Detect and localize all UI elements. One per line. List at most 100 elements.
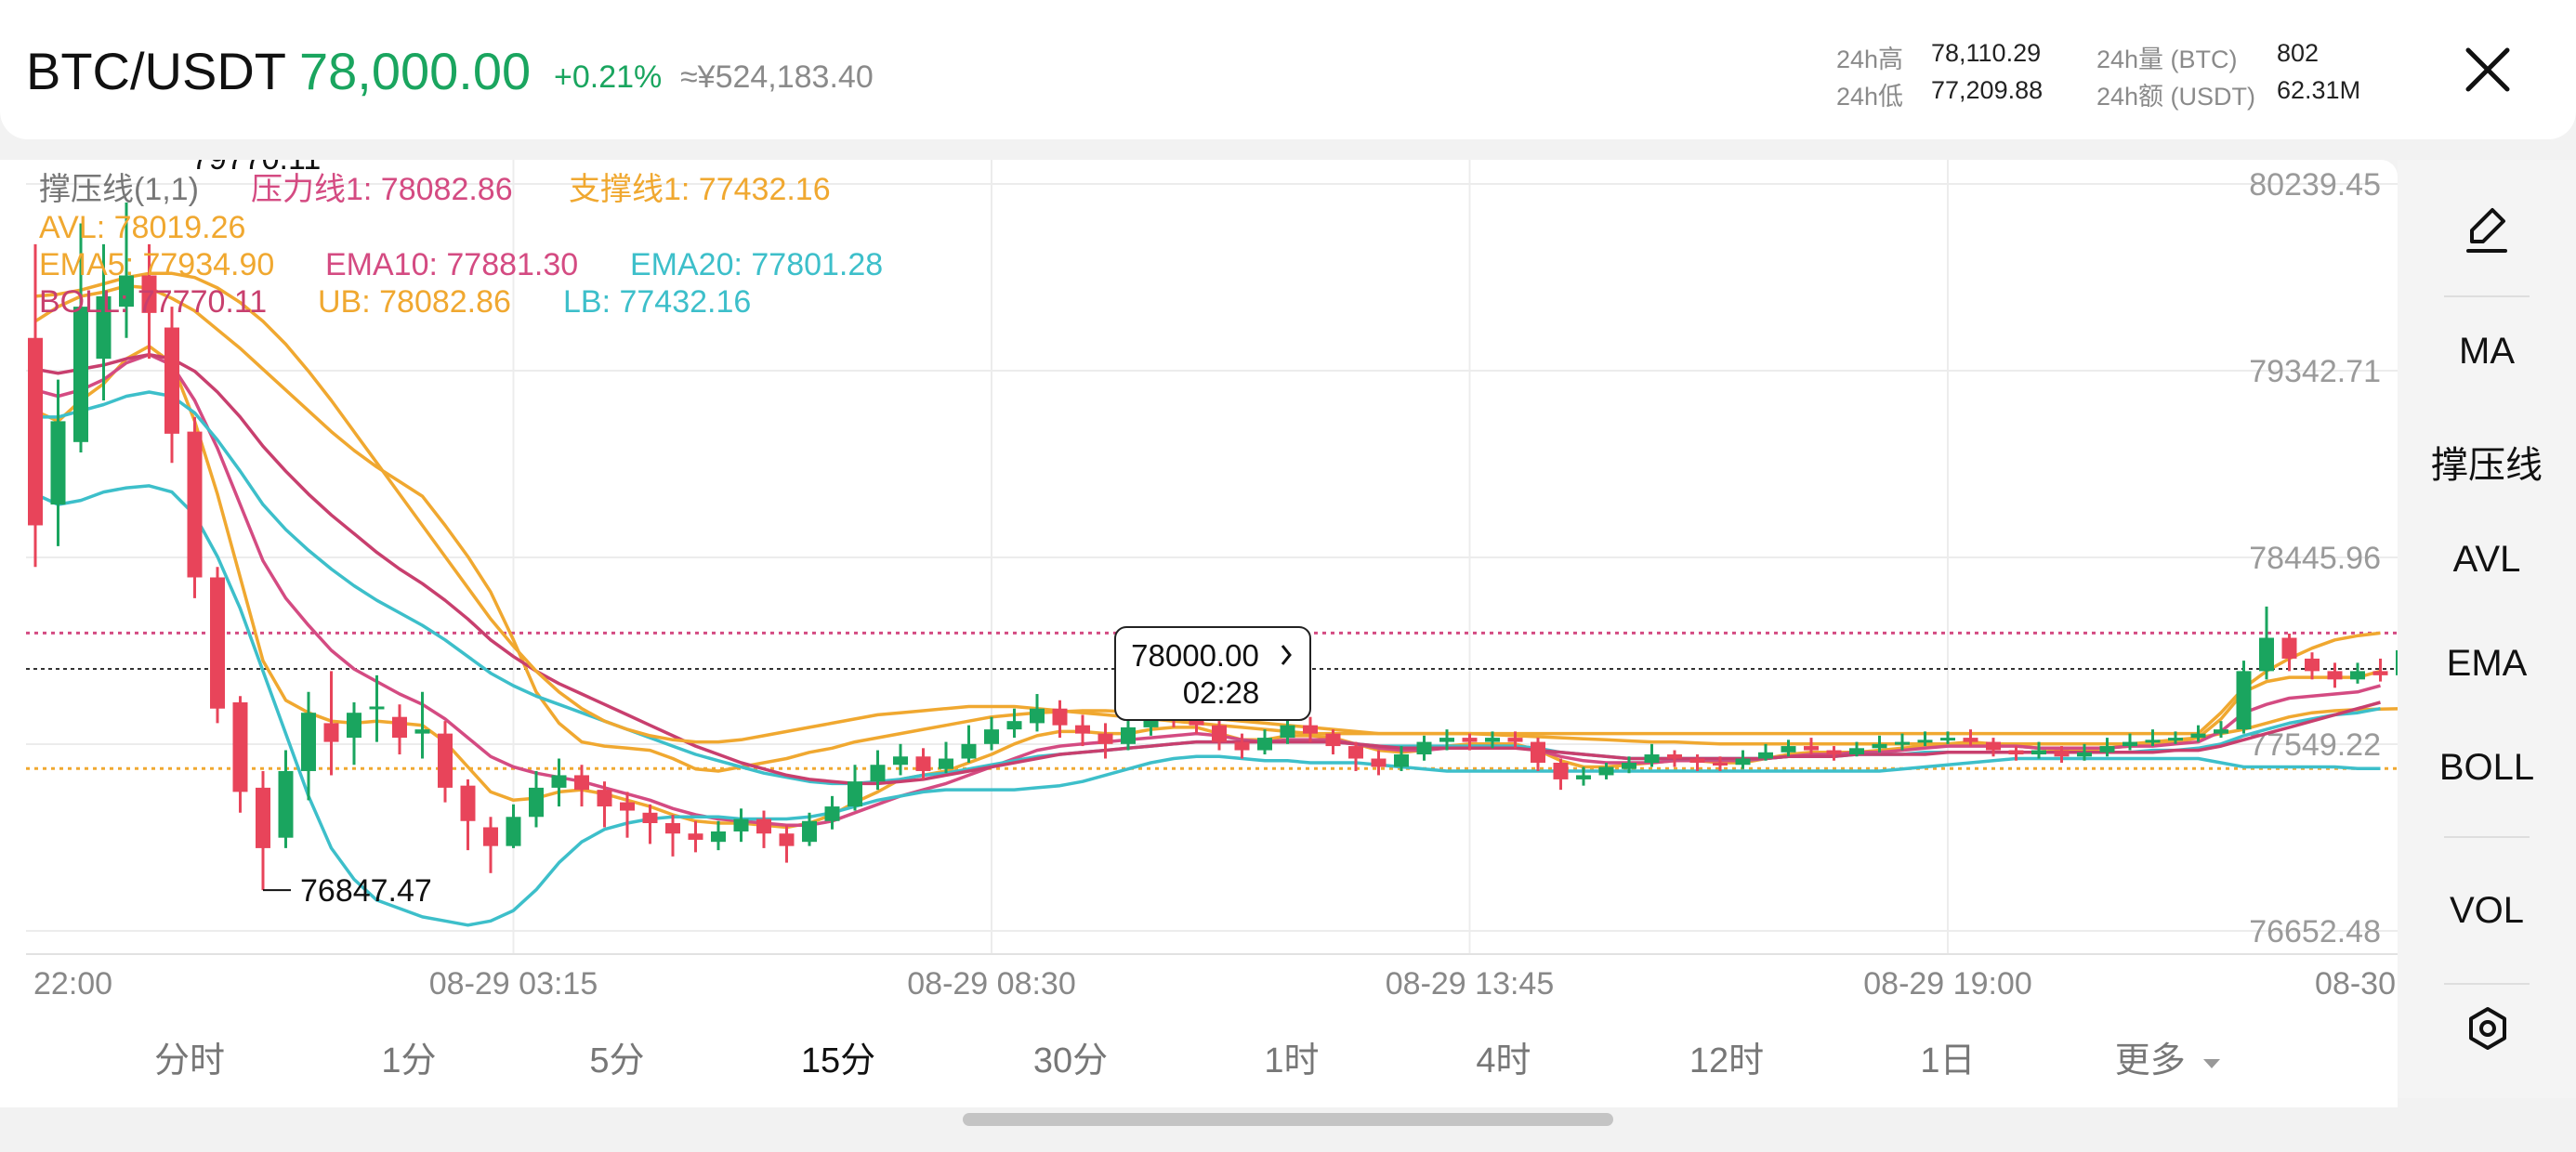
close-icon[interactable] — [2455, 37, 2520, 102]
candle-body — [574, 775, 589, 791]
candle-body — [2236, 671, 2252, 730]
candle-body — [802, 820, 817, 843]
candle-body — [1689, 758, 1705, 763]
home-indicator — [963, 1113, 1613, 1126]
pencil-icon[interactable] — [2459, 203, 2515, 258]
legend-support: 支撑线1: 77432.16 — [569, 172, 831, 207]
candle-body — [2190, 733, 2206, 739]
sidebar-item-vol[interactable]: VOL — [2449, 890, 2525, 931]
sidebar-item-avl[interactable]: AVL — [2452, 539, 2521, 580]
candle-body — [529, 787, 544, 818]
candle-body — [2168, 738, 2183, 741]
high-price-marker: 79770.11 — [191, 160, 321, 177]
candle-body — [256, 787, 270, 848]
tab-1m[interactable]: 1分 — [381, 1041, 437, 1080]
sidebar-item-support-resistance[interactable]: 撑压线 — [2431, 445, 2543, 486]
tab-time-sharing[interactable]: 分时 — [153, 1041, 225, 1080]
candle-body — [1598, 766, 1614, 776]
candle-body — [96, 295, 112, 360]
y-tick-label: 78445.96 — [2249, 541, 2381, 576]
candle-body — [893, 756, 908, 766]
candle-body — [1758, 752, 1773, 759]
candle-body — [2123, 741, 2137, 747]
settings-icon[interactable] — [2464, 1005, 2511, 1052]
tab-12h[interactable]: 12时 — [1689, 1041, 1765, 1080]
x-tick-label: 08-29 13:45 — [1386, 966, 1555, 1001]
chevron-right-icon — [1281, 645, 1292, 665]
price-tooltip-box[interactable] — [1114, 626, 1311, 721]
candle-body — [1553, 762, 1569, 779]
candle-body — [1325, 733, 1341, 747]
low-price-marker: 76847.47 — [300, 873, 432, 909]
low-24h-value: 77,209.88 — [1931, 76, 2044, 104]
candle-body — [1280, 725, 1295, 739]
candle-body — [1462, 738, 1478, 742]
tab-5m[interactable]: 5分 — [589, 1041, 645, 1080]
series-line-lb — [34, 484, 2381, 927]
kline-chart-canvas[interactable]: 80239.4579342.7178445.9677549.2276652.48… — [0, 160, 2398, 1015]
tab-30m[interactable]: 30分 — [1032, 1041, 1109, 1080]
candle-body — [187, 431, 203, 578]
candle-body — [2214, 729, 2228, 734]
candle-body — [1416, 741, 1432, 755]
candle-body — [779, 833, 795, 846]
candle-body — [28, 337, 43, 526]
x-tick-label: 08-29 03:15 — [429, 966, 598, 1001]
candle-body — [1075, 725, 1090, 734]
candle-body — [551, 775, 567, 788]
candle-body — [2054, 750, 2070, 757]
sidebar-item-ema[interactable]: EMA — [2446, 643, 2528, 684]
candle-body — [597, 790, 612, 807]
candle-body — [460, 785, 476, 821]
tab-4h[interactable]: 4时 — [1476, 1041, 1531, 1080]
tab-more-label: 更多 — [2114, 1041, 2186, 1080]
candle-body — [620, 802, 635, 811]
candle-body — [1006, 721, 1022, 730]
candle-body — [164, 327, 179, 434]
high-24h-label: 24h高 — [1836, 46, 1904, 73]
candle-body — [1735, 758, 1751, 766]
price-cny: ≈¥524,183.40 — [680, 59, 874, 95]
sidebar-item-ma[interactable]: MA — [2459, 331, 2515, 372]
candle-body — [369, 706, 385, 710]
x-tick-label: 08-29 08:30 — [907, 966, 1076, 1001]
candle-body — [438, 733, 453, 788]
series-line-ema10 — [34, 352, 2381, 827]
price-tooltip-countdown: 02:28 — [1183, 675, 1260, 710]
candle-body — [1622, 762, 1636, 769]
candle-body — [1963, 738, 1978, 742]
trading-pair[interactable]: BTC/USDT — [26, 42, 286, 100]
candle-body — [665, 823, 680, 834]
candle-body — [824, 806, 840, 821]
kline-chart[interactable]: 80239.45 79342.71 78445.96 77549.22 76652.48… — [0, 160, 2398, 1107]
candle-body — [1576, 775, 1591, 779]
price-change-percent: +0.21% — [554, 59, 663, 95]
candle-body — [1234, 741, 1250, 751]
candle-body — [323, 723, 339, 742]
candle-body — [278, 770, 294, 838]
candle-body — [232, 701, 248, 792]
sidebar-item-boll[interactable]: BOLL — [2438, 747, 2535, 788]
tab-1d[interactable]: 1日 — [1920, 1041, 1976, 1080]
candle-body — [1507, 738, 1523, 742]
ticker-header: BTC/USDT 78,000.00 +0.21% ≈¥524,183.40 2… — [0, 0, 2576, 139]
candle-body — [1303, 725, 1318, 734]
tab-1h[interactable]: 1时 — [1264, 1041, 1320, 1080]
candle-body — [1030, 708, 1045, 724]
candle-body — [2305, 658, 2320, 672]
candle-body — [141, 275, 157, 313]
candle-body — [1940, 738, 1955, 741]
tab-15m[interactable]: 15分 — [800, 1041, 876, 1080]
candle-body — [2259, 637, 2274, 672]
candle-body — [1052, 708, 1068, 726]
y-tick-label: 80239.45 — [2249, 167, 2381, 203]
tab-more[interactable]: 更多 — [2104, 1031, 2234, 1082]
candle-body — [1371, 758, 1387, 767]
sidebar-divider — [2444, 836, 2530, 838]
candle-body — [50, 421, 66, 505]
candle-body — [2031, 750, 2046, 755]
series-line-boll — [34, 352, 2381, 786]
candle-body — [2099, 746, 2115, 753]
candle-body — [848, 781, 862, 807]
candle-body — [961, 743, 977, 759]
